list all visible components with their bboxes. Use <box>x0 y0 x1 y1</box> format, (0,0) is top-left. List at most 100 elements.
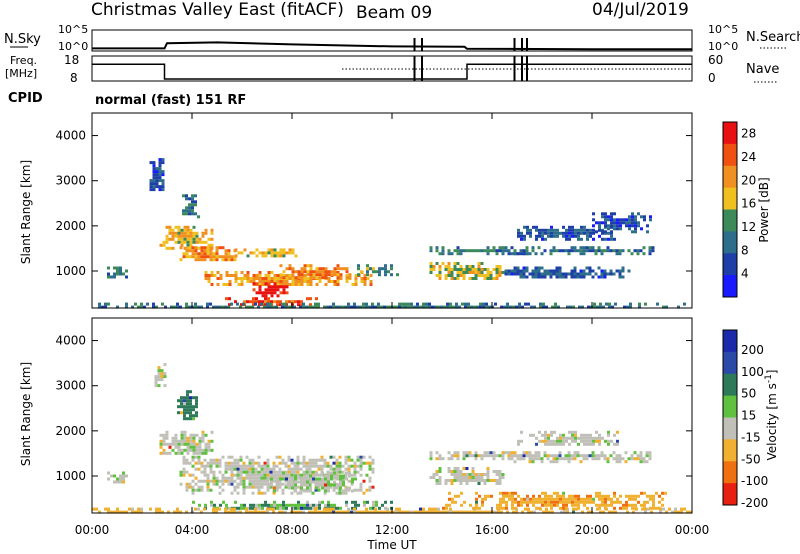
heatmap-cell <box>459 479 463 482</box>
heatmap-cell <box>186 240 190 244</box>
heatmap-cell <box>502 494 505 498</box>
heatmap-cell <box>383 305 386 309</box>
heatmap-cell <box>680 507 683 511</box>
heatmap-cell <box>272 479 276 483</box>
heatmap-cell <box>455 510 458 514</box>
heatmap-cell <box>201 430 205 434</box>
heatmap-cell <box>209 461 213 465</box>
heatmap-cell <box>568 500 571 504</box>
heatmap-cell <box>218 464 222 468</box>
heatmap-cell <box>242 476 246 480</box>
heatmap-cell <box>299 305 302 309</box>
heatmap-cell <box>155 305 158 309</box>
heatmap-cell <box>365 507 368 511</box>
heatmap-cell <box>585 272 589 276</box>
heatmap-cell <box>453 268 457 271</box>
heatmap-cell <box>438 457 442 461</box>
heatmap-cell <box>592 212 595 216</box>
heatmap-cell <box>269 470 273 474</box>
heatmap-cell <box>263 464 267 468</box>
heatmap-cell <box>531 246 535 250</box>
heatmap-cell <box>517 228 520 232</box>
heatmap-cell <box>510 246 514 250</box>
heatmap-cell <box>583 231 586 235</box>
heatmap-cell <box>299 491 303 495</box>
heatmap-cell <box>615 269 619 273</box>
heatmap-cell <box>206 246 210 250</box>
heatmap-cell <box>207 448 211 452</box>
heatmap-cell <box>531 454 535 458</box>
heatmap-cell <box>489 274 493 277</box>
heatmap-cell <box>119 474 122 478</box>
heatmap-cell <box>264 277 268 280</box>
heatmap-cell <box>639 454 643 458</box>
heatmap-cell <box>158 507 161 511</box>
heatmap-cell <box>182 455 186 459</box>
heatmap-cell <box>326 305 329 309</box>
heatmap-cell <box>273 486 276 490</box>
heatmap-cell <box>538 231 541 235</box>
heatmap-cell <box>613 500 616 504</box>
heatmap-cell <box>582 246 586 250</box>
heatmap-cell <box>234 277 238 280</box>
heatmap-cell <box>225 274 229 277</box>
heatmap-cell <box>189 445 193 449</box>
heatmap-cell <box>338 491 342 495</box>
heatmap-cell <box>279 285 283 289</box>
heatmap-cell <box>234 274 238 277</box>
heatmap-cell <box>543 451 547 455</box>
heatmap-cell <box>185 461 189 465</box>
heatmap-cell <box>549 454 553 458</box>
heatmap-cell <box>279 291 283 295</box>
heatmap-cell <box>621 266 625 270</box>
heatmap-cell <box>505 506 508 510</box>
heatmap-cell <box>378 267 381 271</box>
heatmap-cell <box>607 433 610 437</box>
heatmap-cell <box>272 467 276 471</box>
heatmap-cell <box>607 442 610 446</box>
heatmap-cell <box>535 228 538 232</box>
heatmap-cell <box>98 305 101 309</box>
heatmap-cell <box>558 269 562 273</box>
heatmap-cell <box>471 277 475 280</box>
heatmap-cell <box>369 280 373 283</box>
heatmap-cell <box>171 231 175 235</box>
heatmap-cell <box>474 476 478 479</box>
heatmap-cell <box>668 507 671 511</box>
heatmap-cell <box>537 454 541 458</box>
heatmap-cell <box>435 274 439 277</box>
heatmap-cell <box>589 234 592 238</box>
heatmap-cell <box>285 300 288 304</box>
heatmap-cell <box>615 457 619 461</box>
heatmap-cell <box>291 486 294 490</box>
heatmap-cell <box>186 399 189 403</box>
heatmap-cell <box>440 510 443 514</box>
heatmap-cell <box>425 305 428 309</box>
heatmap-cell <box>541 231 544 235</box>
heatmap-cell <box>113 266 116 270</box>
heatmap-cell <box>248 464 252 468</box>
heatmap-cell <box>212 458 216 462</box>
heatmap-cell <box>270 483 273 487</box>
heatmap-cell <box>207 445 211 449</box>
heatmap-cell <box>270 300 273 304</box>
heatmap-cell <box>179 473 183 477</box>
heatmap-cell <box>501 476 505 479</box>
heatmap-cell <box>545 305 548 309</box>
heatmap-cell <box>288 503 291 507</box>
heatmap-cell <box>448 497 451 501</box>
heatmap-cell <box>528 252 532 256</box>
heatmap-cell <box>550 442 553 446</box>
heatmap-cell <box>279 503 282 507</box>
heatmap-cell <box>180 396 183 400</box>
heatmap-cell <box>366 264 369 268</box>
heatmap-cell <box>227 467 231 471</box>
heatmap-cell <box>549 460 553 464</box>
heatmap-cell <box>236 470 240 474</box>
heatmap-cell <box>353 305 356 309</box>
heatmap-cell <box>525 275 529 279</box>
heatmap-cell <box>628 215 631 219</box>
heatmap-cell <box>619 218 622 222</box>
heatmap-cell <box>585 454 589 458</box>
freq-tick-top: 18 <box>64 53 79 67</box>
